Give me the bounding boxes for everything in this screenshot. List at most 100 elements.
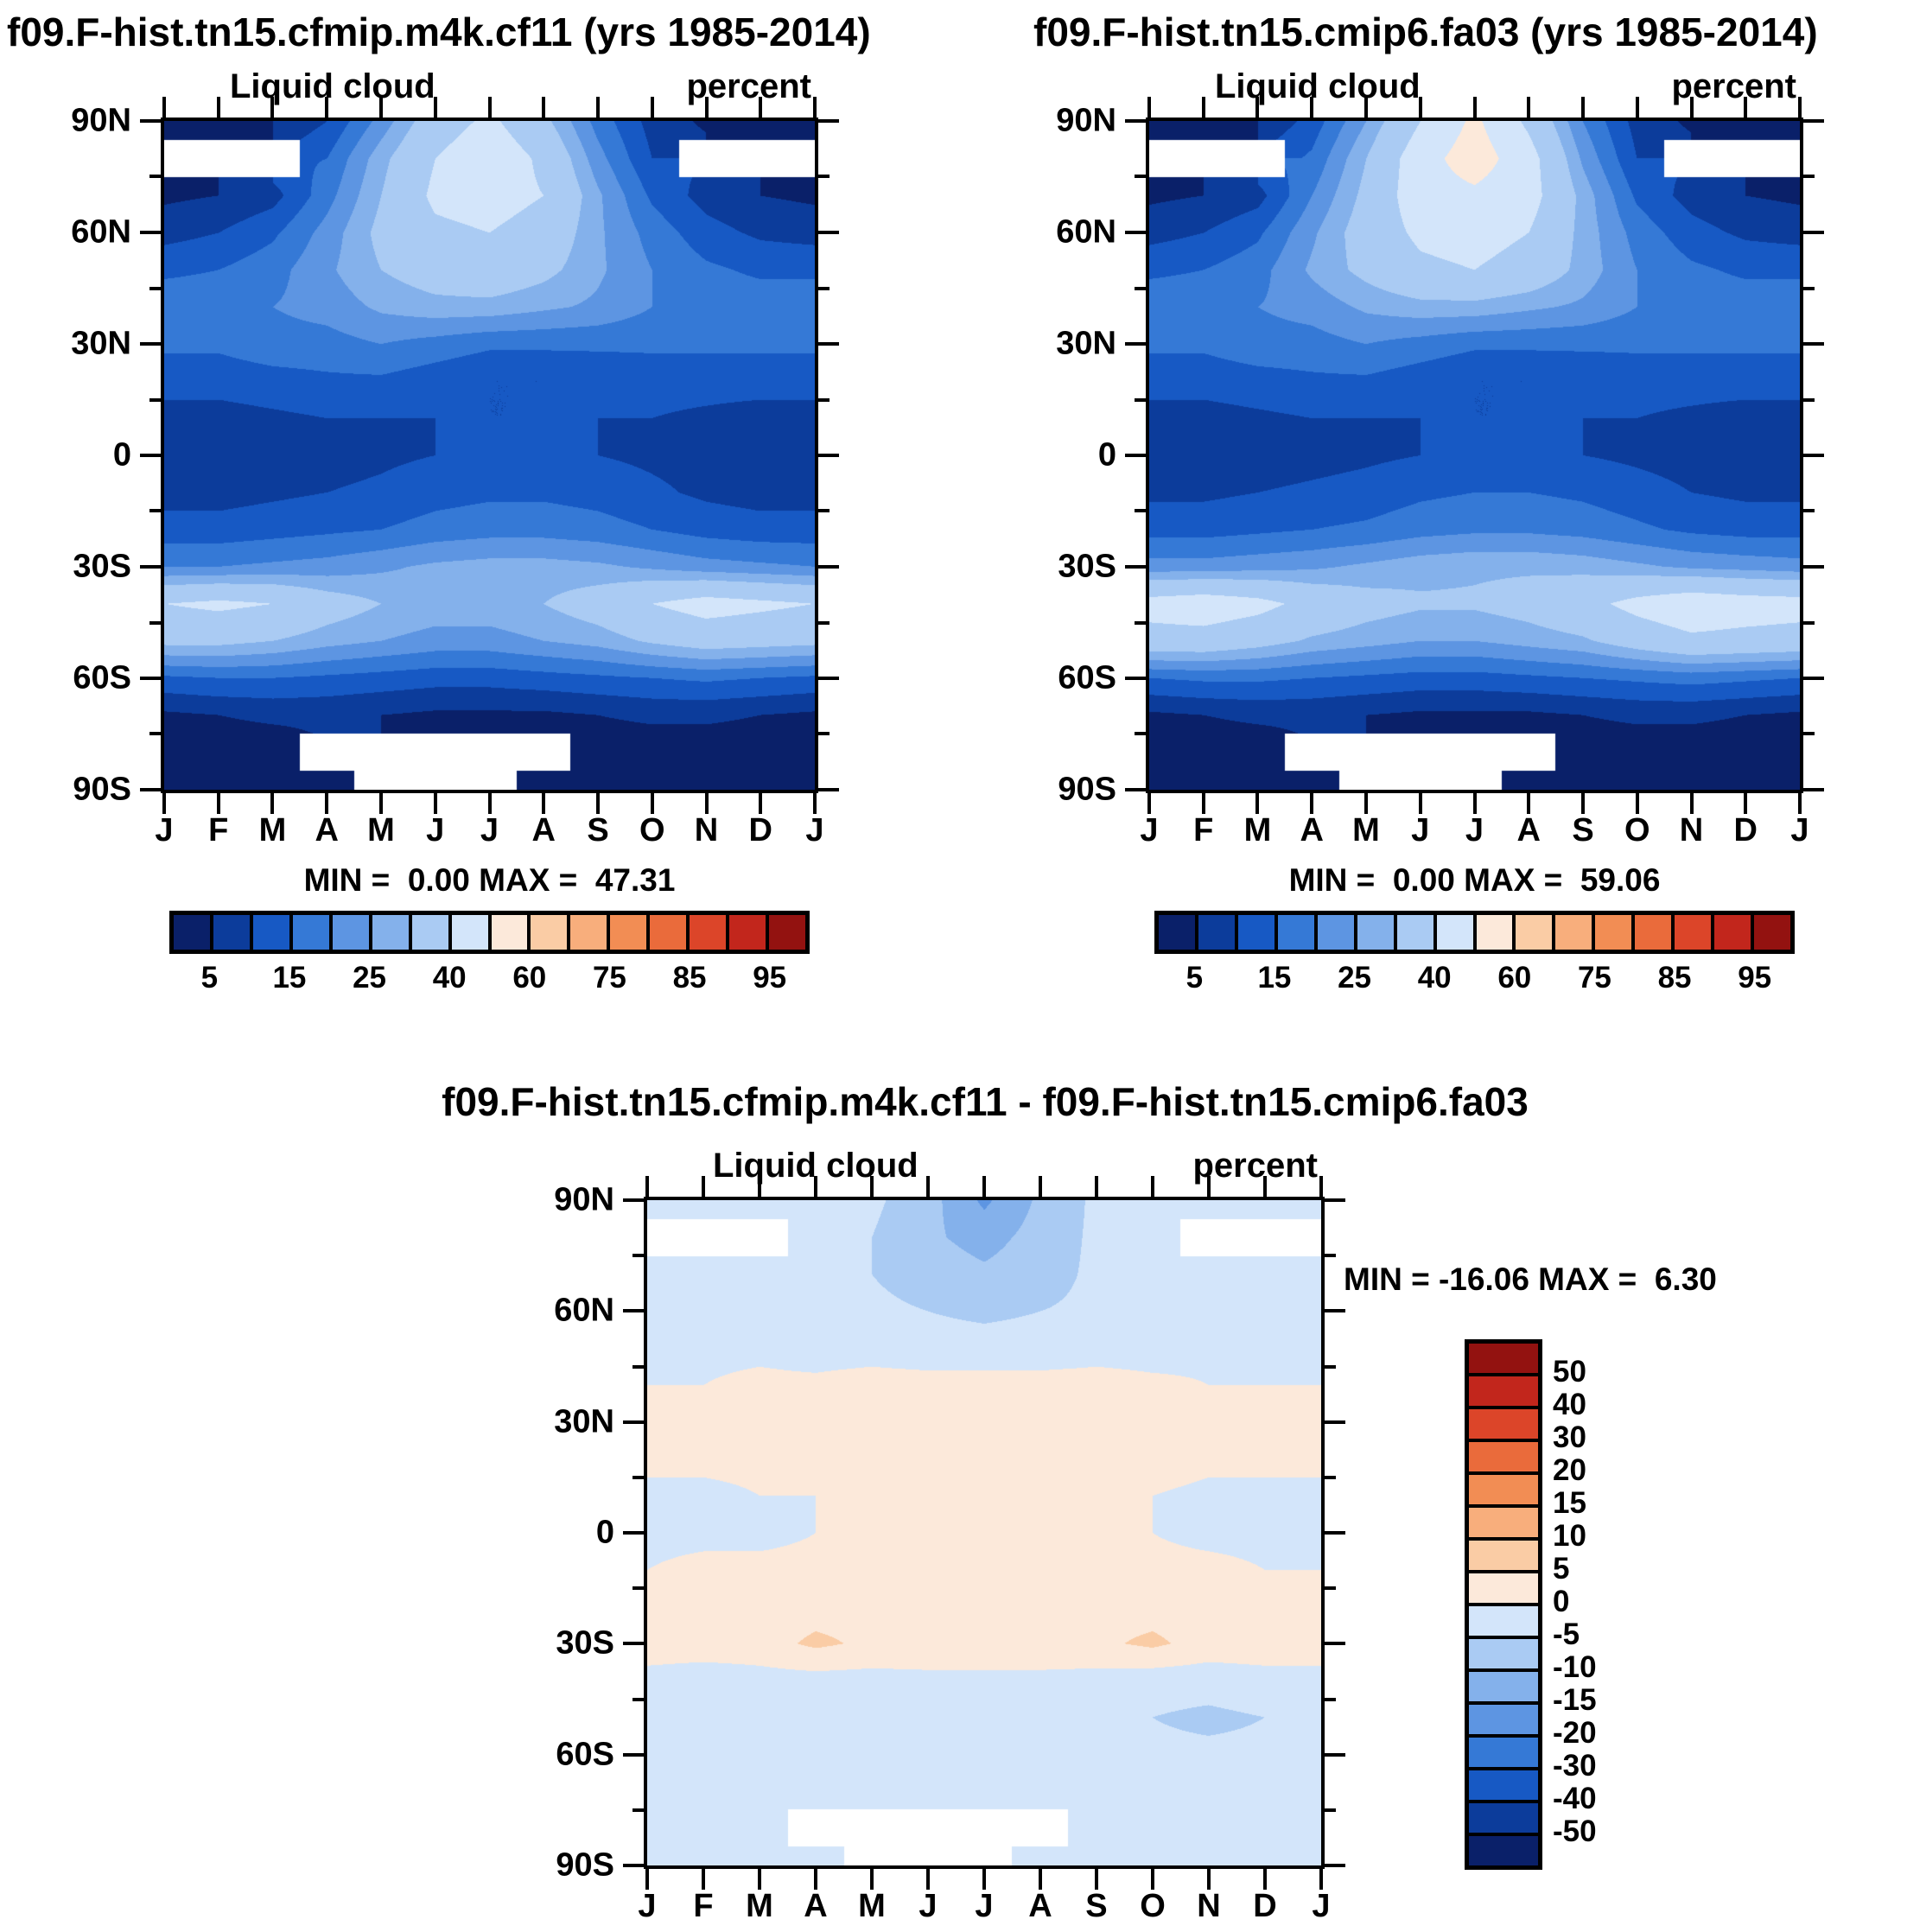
colorbar-label: -40 (1553, 1782, 1597, 1815)
month-tick (1319, 1869, 1323, 1890)
colorbar-label: 0 (1553, 1585, 1570, 1618)
colorbar-segment (1467, 1834, 1540, 1867)
panel2-colorbar-labels: 5 15 25 40 60 75 85 95 (1154, 961, 1795, 999)
month-tick (1094, 1176, 1098, 1197)
latitude-axis-label: 0 (112, 436, 131, 473)
lat-tick (623, 1864, 644, 1867)
panel1-minmax: MIN = 0.00 MAX = 47.31 (303, 862, 676, 898)
colorbar-segment (290, 913, 331, 951)
month-tick (1151, 1176, 1154, 1197)
colorbar-segment (1713, 913, 1753, 951)
month-axis-label: D (1733, 812, 1758, 848)
lat-tick (1803, 564, 1824, 569)
month-axis-label: M (367, 812, 395, 848)
colorbar-segment (1467, 1375, 1540, 1408)
colorbar-segment (1467, 1670, 1540, 1703)
lat-tick (623, 1642, 644, 1646)
colorbar-segment (688, 913, 728, 951)
lat-tick (1325, 1586, 1336, 1591)
lat-tick (623, 1198, 644, 1202)
colorbar-segment (370, 913, 410, 951)
month-tick (701, 1869, 705, 1890)
month-axis-label: J (1312, 1888, 1331, 1924)
latitude-axis-label: 30S (1058, 548, 1116, 585)
lat-tick (1325, 1697, 1336, 1701)
month-tick (1364, 793, 1368, 814)
lat-tick (149, 286, 161, 290)
month-tick (378, 793, 383, 814)
month-axis-label: J (1411, 812, 1430, 848)
colorbar-label: 5 (1186, 961, 1204, 995)
month-tick (813, 793, 817, 814)
latitude-axis-label: 60N (1056, 213, 1116, 251)
colorbar-segment (1474, 913, 1515, 951)
colorbar-segment (410, 913, 450, 951)
colorbar-segment (1514, 913, 1554, 951)
month-tick (650, 97, 654, 118)
month-tick (814, 1869, 817, 1890)
month-axis-label: M (746, 1888, 773, 1924)
latitude-axis-label: 60S (73, 659, 131, 696)
month-tick (433, 793, 437, 814)
latitude-axis-label: 30N (554, 1403, 614, 1440)
month-tick (1310, 97, 1314, 118)
month-axis-label: J (1465, 812, 1484, 848)
lat-tick (140, 788, 161, 791)
colorbar-label: 5 (200, 961, 219, 995)
month-tick (645, 1869, 649, 1890)
colorbar-segment (1196, 913, 1236, 951)
lat-tick (1325, 1642, 1345, 1646)
month-tick (1255, 793, 1260, 814)
month-tick (1262, 1869, 1267, 1890)
lat-tick (149, 732, 161, 736)
lat-tick (1135, 732, 1146, 736)
colorbar-segment (1593, 913, 1634, 951)
lat-tick (140, 230, 161, 234)
colorbar-segment (1467, 1539, 1540, 1572)
month-tick (378, 97, 383, 118)
latitude-axis-label: 90N (1056, 102, 1116, 139)
colorbar-segment (1633, 913, 1674, 951)
lat-tick (1125, 341, 1146, 346)
month-axis-label: M (258, 812, 287, 848)
month-tick (757, 1176, 761, 1197)
month-tick (814, 1176, 817, 1197)
diff-field-canvas (647, 1200, 1321, 1865)
lat-tick (1803, 286, 1815, 290)
lat-tick (632, 1586, 644, 1591)
month-tick (1364, 97, 1368, 118)
month-tick (1527, 97, 1531, 118)
colorbar-segment (1236, 913, 1276, 951)
lat-tick (1803, 677, 1824, 680)
lat-tick (623, 1420, 644, 1424)
colorbar-segment (489, 913, 530, 951)
month-tick (1689, 97, 1694, 118)
month-axis-label: D (748, 812, 772, 848)
lat-tick (1803, 620, 1815, 625)
month-tick (869, 1176, 874, 1197)
colorbar-label: 15 (1257, 961, 1292, 995)
month-axis-label: N (694, 812, 719, 848)
lat-tick (818, 620, 830, 625)
month-tick (1201, 97, 1205, 118)
lat-tick (1803, 788, 1824, 791)
lat-tick (1803, 341, 1824, 346)
month-axis-label: F (1193, 812, 1214, 848)
lat-tick (1325, 1254, 1336, 1258)
lat-tick (818, 341, 839, 346)
colorbar-label: 40 (1553, 1388, 1586, 1421)
month-tick (869, 1869, 874, 1890)
lat-tick (818, 509, 830, 513)
colorbar-segment (1467, 1572, 1540, 1605)
lat-tick (140, 341, 161, 346)
month-tick (704, 793, 709, 814)
lat-tick (1135, 509, 1146, 513)
month-axis-label: A (804, 1888, 828, 1924)
month-axis-label: J (480, 812, 499, 848)
month-tick (982, 1176, 986, 1197)
colorbar-segment (172, 913, 212, 951)
month-tick (270, 97, 275, 118)
colorbar-segment (569, 913, 609, 951)
